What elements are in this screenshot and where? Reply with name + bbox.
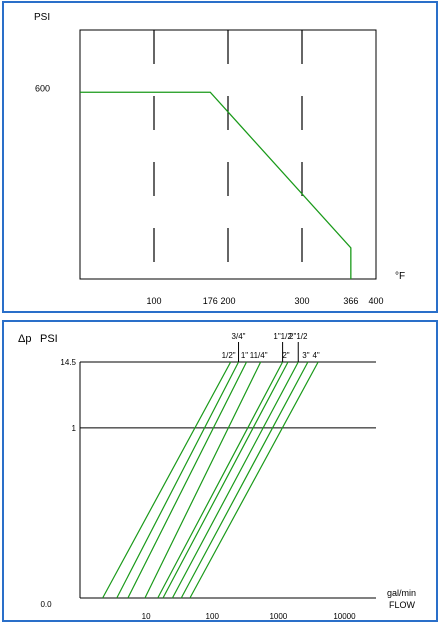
- chart2-ytick-label: 14.5: [60, 358, 76, 367]
- chart2-series-line: [157, 361, 284, 599]
- chart2-series-label: 1/2": [222, 351, 236, 360]
- chart2-series-label: 2"1/2: [289, 332, 308, 341]
- chart1-xtick-label: 100: [146, 296, 161, 306]
- chart2-xtick-label: 100: [206, 612, 220, 620]
- chart2-series-label: 2": [282, 351, 289, 360]
- chart1-xlabel: °F: [395, 271, 405, 282]
- chart2-series-line: [189, 361, 319, 599]
- pressure-drop-flow-chart: Δp PSI 1/2" 3/4" 1" 11/4" 1"1/2 2" 2"1/2 3" 4" 1…: [18, 332, 416, 620]
- temperature-pressure-chart-panel: PSI 600 100 176 200 300 366 400 °F: [2, 1, 438, 313]
- chart2-series-line: [180, 361, 309, 599]
- chart2-xtick-label: 10000: [333, 612, 356, 620]
- chart1-xtick-label: 176: [203, 296, 218, 306]
- chart2-ylabel: PSI: [40, 333, 58, 345]
- chart2-ylabel-symbol: Δp: [18, 333, 31, 345]
- chart2-xtick-label: 0.0: [40, 600, 52, 609]
- chart2-xtick-label: 10: [142, 612, 151, 620]
- chart2-series-line: [127, 361, 248, 599]
- chart1-xtick-label: 200: [220, 296, 235, 306]
- chart2-series-line: [171, 361, 299, 599]
- chart2-series-label: 3/4": [232, 332, 246, 341]
- chart2-series-label: 3": [302, 351, 309, 360]
- chart2-series-label: 1": [241, 351, 248, 360]
- chart2-xtick-label: 1000: [269, 612, 287, 620]
- chart2-series-line: [144, 361, 262, 599]
- chart1-xtick-label: 300: [294, 296, 309, 306]
- chart2-ytick-label: 1: [72, 424, 77, 433]
- chart2-xlabel2: FLOW: [389, 600, 416, 610]
- chart1-xtick-label: 400: [368, 296, 383, 306]
- chart2-series-label: 1"1/2: [273, 332, 292, 341]
- chart2-series-line: [102, 361, 232, 599]
- chart2-series-line: [116, 361, 240, 599]
- chart2-series-label: 11/4": [250, 351, 268, 360]
- chart2-series-label: 4": [312, 351, 319, 360]
- chart1-ytick-label: 600: [35, 83, 50, 93]
- chart1-series-line: [80, 91, 352, 279]
- pressure-drop-flow-chart-panel: Δp PSI 1/2" 3/4" 1" 11/4" 1"1/2 2" 2"1/2 3" 4" 1…: [2, 320, 438, 622]
- chart2-xlabel: gal/min: [387, 588, 416, 598]
- chart2-series-line: [162, 361, 289, 599]
- temperature-pressure-chart: PSI 600 100 176 200 300 366 400 °F: [34, 12, 405, 306]
- chart1-ylabel: PSI: [34, 12, 50, 23]
- chart1-xtick-label: 366: [343, 296, 358, 306]
